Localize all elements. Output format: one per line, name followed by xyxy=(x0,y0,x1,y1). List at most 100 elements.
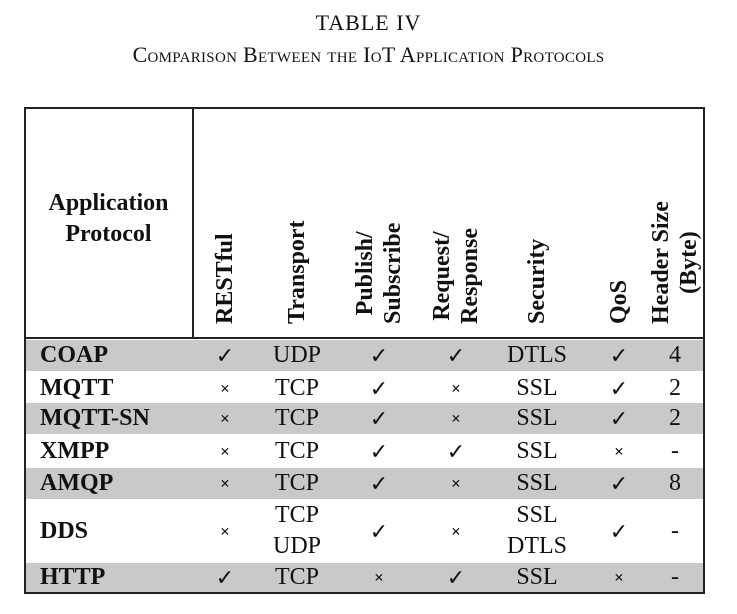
check-mark-icon: ✓ xyxy=(369,343,389,368)
cell-pubsub: ✓ xyxy=(342,403,416,434)
check-mark-icon: ✓ xyxy=(446,439,466,464)
check-mark-icon: ✓ xyxy=(215,565,235,590)
cross-mark-icon: × xyxy=(220,474,230,493)
column-header-text: QoS xyxy=(605,280,633,324)
table-row: HTTP ✓ TCP × ✓ SSL × - xyxy=(26,563,703,592)
table-caption-title: TABLE IV xyxy=(315,10,422,35)
cell-pubsub: ✓ xyxy=(342,340,416,371)
cell-restful: ✓ xyxy=(195,563,255,592)
cell-reqresp: ✓ xyxy=(416,436,496,467)
check-mark-icon: ✓ xyxy=(369,376,389,401)
application-protocol-header-line: Application xyxy=(48,190,169,216)
cell-reqresp: ✓ xyxy=(416,563,496,592)
cell-transport: TCP xyxy=(252,403,342,434)
protocol-name-cell: COAP xyxy=(40,342,108,368)
cell-header_size: - xyxy=(671,564,679,590)
cell-line: DTLS xyxy=(507,533,567,559)
cell-security: SSL xyxy=(492,436,582,467)
column-header-text: Security xyxy=(523,239,551,324)
check-mark-icon: ✓ xyxy=(609,406,629,431)
cell-transport: TCP xyxy=(252,436,342,467)
cell-line: UDP xyxy=(272,533,321,559)
cell-restful: × xyxy=(195,500,255,562)
cell-security: SSL DTLS xyxy=(492,500,582,562)
cell-restful: × xyxy=(195,436,255,467)
header-column-divider xyxy=(192,108,194,337)
check-mark-icon: ✓ xyxy=(446,343,466,368)
cell-reqresp: × xyxy=(416,468,496,499)
cell-pubsub: × xyxy=(342,563,416,592)
cell-line: TCP xyxy=(274,375,319,401)
column-header-line: Transport xyxy=(284,220,310,324)
column-header-line: Publish/ xyxy=(352,231,378,316)
cell-line: TCP xyxy=(274,502,319,528)
column-header-line: Response xyxy=(457,227,483,324)
cell-line: SSL xyxy=(516,375,558,401)
cell-pubsub: ✓ xyxy=(342,468,416,499)
protocol-name-cell: HTTP xyxy=(40,564,106,590)
cell-reqresp: × xyxy=(416,403,496,434)
table-row: XMPP × TCP ✓ ✓ SSL × - xyxy=(26,436,703,467)
protocol-name-cell: XMPP xyxy=(40,438,110,464)
header-divider xyxy=(24,337,705,339)
cross-mark-icon: × xyxy=(614,442,624,461)
cross-mark-icon: × xyxy=(451,409,461,428)
column-header-restful: RESTful xyxy=(190,118,260,330)
column-header-transport: Transport xyxy=(262,118,332,330)
check-mark-icon: ✓ xyxy=(609,471,629,496)
cell-header_size: 2 xyxy=(669,375,681,401)
application-protocol-header: Application Protocol xyxy=(26,188,191,250)
cell-line: TCP xyxy=(274,438,319,464)
check-mark-icon: ✓ xyxy=(215,343,235,368)
column-header-text: RESTful xyxy=(211,233,239,324)
cell-header_size: - xyxy=(671,438,679,464)
cell-line: TCP xyxy=(274,405,319,431)
column-header-text: Publish/Subscribe xyxy=(351,223,407,324)
cell-reqresp: × xyxy=(416,500,496,562)
cell-qos: ✓ xyxy=(596,403,642,434)
cell-security: SSL xyxy=(492,373,582,404)
cross-mark-icon: × xyxy=(451,379,461,398)
check-mark-icon: ✓ xyxy=(369,439,389,464)
check-mark-icon: ✓ xyxy=(369,471,389,496)
column-header-line: Security xyxy=(524,238,550,324)
column-header-line: (Byte) xyxy=(676,231,702,294)
check-mark-icon: ✓ xyxy=(369,406,389,431)
cell-header_size: - xyxy=(671,517,679,544)
cell-security: DTLS xyxy=(492,340,582,371)
cell-transport: TCP xyxy=(252,563,342,592)
column-header-line: QoS xyxy=(606,279,632,324)
check-mark-icon: ✓ xyxy=(609,518,629,544)
check-mark-icon: ✓ xyxy=(609,343,629,368)
cell-line: SSL xyxy=(516,470,558,496)
column-header-line: Request/ xyxy=(429,231,455,321)
cell-line: SSL xyxy=(516,405,558,431)
cell-qos: × xyxy=(596,436,642,467)
cell-qos: ✓ xyxy=(596,340,642,371)
cell-transport: TCP xyxy=(252,468,342,499)
cross-mark-icon: × xyxy=(614,568,624,587)
cell-restful: ✓ xyxy=(195,340,255,371)
cell-line: UDP xyxy=(272,342,321,368)
cell-line: TCP xyxy=(274,564,319,590)
cross-mark-icon: × xyxy=(220,379,230,398)
cell-qos: × xyxy=(596,563,642,592)
protocol-name-cell: DDS xyxy=(40,517,89,544)
column-header-line: Subscribe xyxy=(380,222,406,324)
column-header-text: Request/Response xyxy=(428,228,484,324)
cell-restful: × xyxy=(195,403,255,434)
cell-header_size: 4 xyxy=(669,342,681,368)
cell-restful: × xyxy=(195,468,255,499)
cell-reqresp: × xyxy=(416,373,496,404)
cell-pubsub: ✓ xyxy=(342,373,416,404)
check-mark-icon: ✓ xyxy=(609,376,629,401)
cell-qos: ✓ xyxy=(596,500,642,562)
cell-header_size: 2 xyxy=(669,405,681,431)
cell-reqresp: ✓ xyxy=(416,340,496,371)
cell-transport: TCP xyxy=(252,373,342,404)
column-header-line: Header Size xyxy=(648,201,674,324)
cell-restful: × xyxy=(195,373,255,404)
column-header-pubsub: Publish/Subscribe xyxy=(344,118,414,330)
table-row: AMQP × TCP ✓ × SSL ✓ 8 xyxy=(26,468,703,499)
table-caption-subtitle: Comparison Between the IoT Application P… xyxy=(132,42,605,67)
